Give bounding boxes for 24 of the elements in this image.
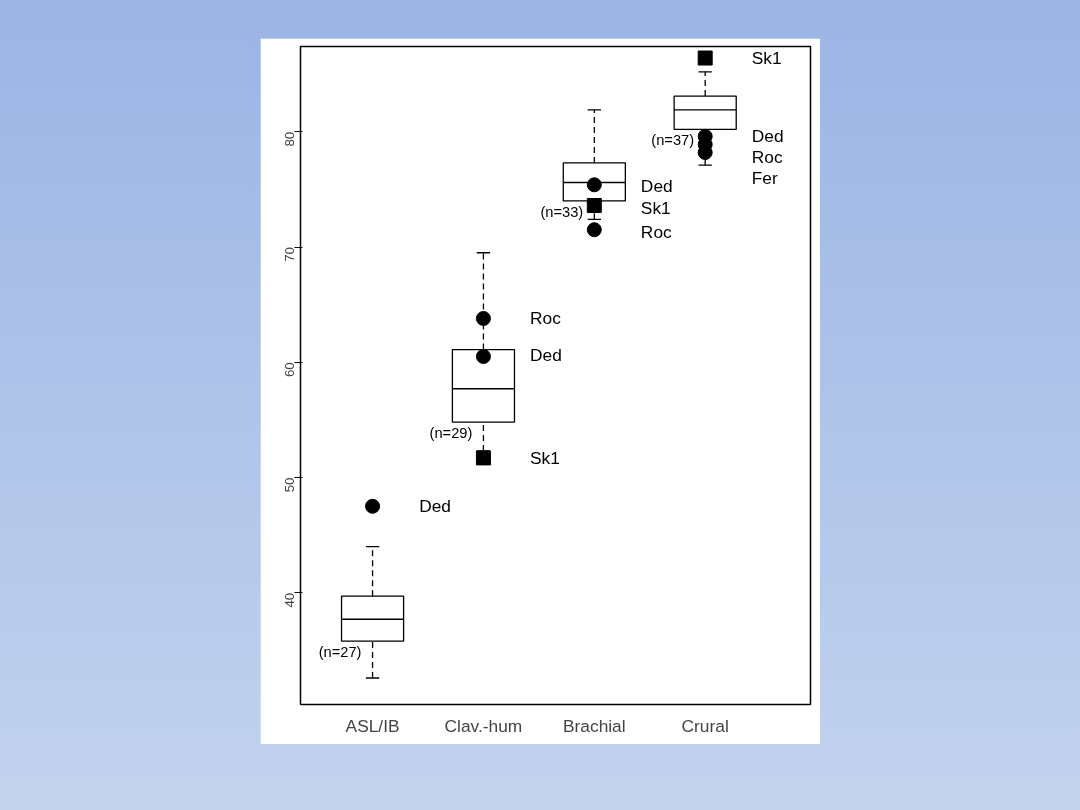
x-tick-label: Brachial	[563, 715, 626, 736]
x-tick-label: ASL/IB	[345, 715, 400, 736]
annotation: Roc	[640, 222, 673, 243]
y-tick-label: 40	[282, 592, 297, 608]
annotation: Ded	[640, 175, 673, 196]
annotation: Ded	[751, 126, 784, 147]
annotation: (n=27)	[318, 644, 362, 661]
annotation: (n=37)	[651, 132, 695, 149]
annotation: (n=29)	[429, 425, 473, 442]
annotation: Ded	[530, 345, 562, 366]
annotation: Roc	[530, 308, 562, 329]
y-tick-label: 70	[282, 247, 297, 262]
annotation: Sk1	[751, 48, 782, 69]
annotation: (n=33)	[540, 203, 584, 220]
annotation: Ded	[419, 496, 451, 517]
x-tick-label: Crural	[681, 715, 729, 736]
y-tick-label: 50	[282, 477, 297, 493]
x-tick-label: Clav.-hum	[444, 715, 523, 736]
annotation: Fer	[751, 167, 778, 188]
annotation: Sk1	[640, 197, 671, 218]
annotation: Sk1	[530, 447, 560, 468]
annotation: Roc	[751, 147, 783, 168]
y-tick-label: 80	[282, 131, 297, 147]
y-tick-label: 60	[282, 362, 297, 378]
